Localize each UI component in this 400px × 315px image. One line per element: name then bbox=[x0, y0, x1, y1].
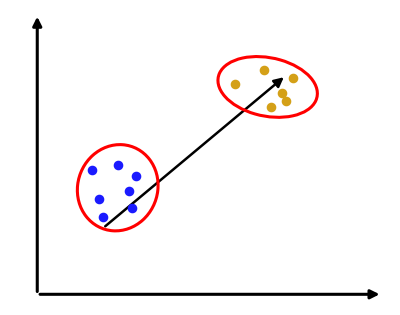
Point bbox=[126, 188, 132, 193]
Point bbox=[133, 174, 139, 179]
Point bbox=[261, 67, 267, 72]
Point bbox=[279, 90, 286, 95]
Point bbox=[232, 82, 238, 87]
Point bbox=[129, 205, 136, 210]
Point bbox=[114, 162, 121, 167]
Point bbox=[290, 76, 296, 81]
Point bbox=[89, 168, 95, 173]
Point bbox=[283, 99, 289, 104]
Point bbox=[96, 197, 103, 202]
Point bbox=[100, 214, 106, 219]
Point bbox=[268, 105, 274, 110]
